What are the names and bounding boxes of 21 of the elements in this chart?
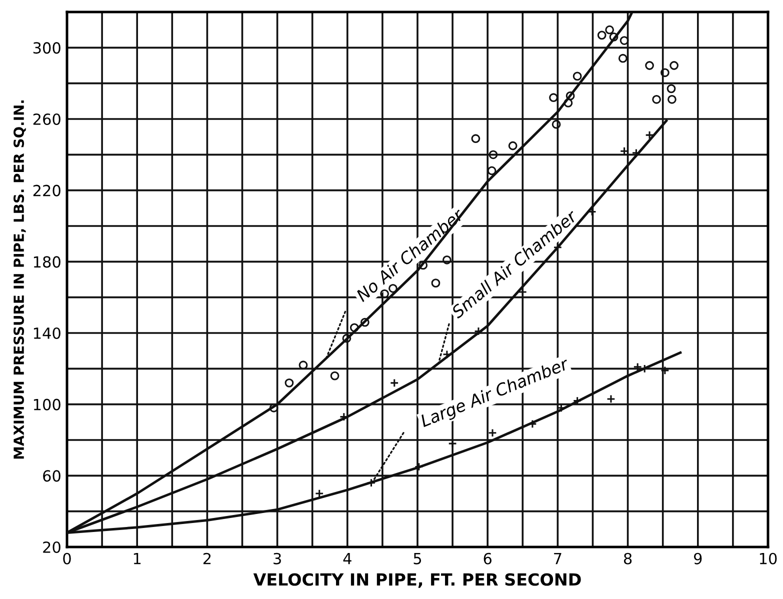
x-tick-label: 2 — [203, 552, 211, 564]
x-tick-label: 7 — [554, 553, 562, 564]
x-tick-label: 10 — [760, 552, 777, 564]
x-tick-label: 5 — [414, 553, 422, 564]
x-axis-title: VELOCITY IN PIPE, FT. PER SECOND — [253, 573, 581, 588]
x-tick-label: 4 — [343, 553, 352, 564]
x-tick-label: 6 — [484, 552, 492, 564]
y-tick-label: 220 — [33, 184, 60, 196]
y-tick-label: 260 — [33, 113, 60, 126]
y-tick-label: 20 — [43, 541, 60, 554]
y-tick-label: 300 — [33, 42, 60, 54]
y-tick-label: 180 — [34, 256, 60, 268]
x-tick-label: 3 — [274, 552, 281, 564]
y-tick-label: 100 — [34, 398, 60, 410]
y-tick-label: 60 — [43, 470, 60, 482]
x-tick-label: 9 — [694, 552, 702, 564]
x-tick-label: 8 — [624, 552, 632, 564]
x-tick-label: 0 — [63, 552, 71, 564]
x-tick-label: 1 — [134, 553, 141, 564]
y-axis-title: MAXIMUM PRESSURE IN PIPE, LBS. PER SQ.IN. — [14, 100, 26, 459]
y-tick-label: 140 — [34, 327, 60, 340]
